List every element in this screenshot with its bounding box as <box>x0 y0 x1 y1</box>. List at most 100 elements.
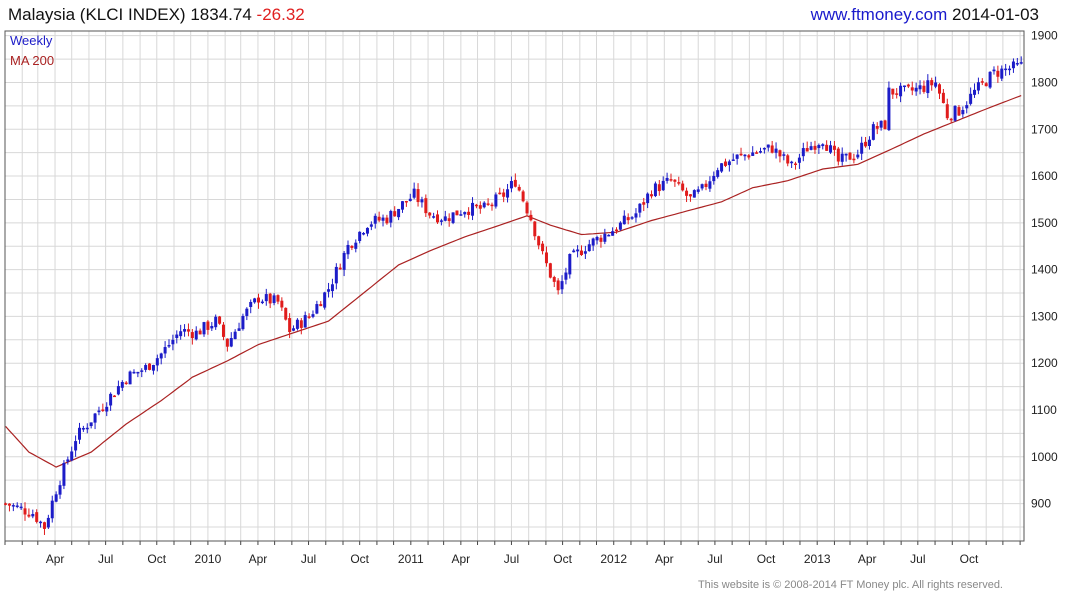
candle-body <box>778 150 782 157</box>
y-tick-label: 1100 <box>1031 403 1057 417</box>
candle-body <box>179 331 183 337</box>
candle-body <box>385 217 389 224</box>
candle-body <box>58 485 62 495</box>
candle-body <box>938 84 942 94</box>
candle-body <box>74 441 78 451</box>
candle-body <box>770 145 774 153</box>
candle-body <box>144 365 148 370</box>
candle-body <box>93 413 97 423</box>
candle-body <box>128 371 132 385</box>
candle-body <box>124 382 128 385</box>
candle-body <box>260 301 264 304</box>
candle-body <box>490 204 494 207</box>
candle-body <box>809 146 813 150</box>
candle-body <box>797 157 801 163</box>
candle-body <box>218 316 222 324</box>
candle-body <box>840 153 844 162</box>
x-tick-label: 2012 <box>600 552 627 566</box>
candle-body <box>397 208 401 218</box>
candle-body <box>934 82 938 87</box>
candle-body <box>85 427 89 430</box>
candle-body <box>190 332 194 339</box>
candle-body <box>723 161 727 166</box>
candle-body <box>821 144 825 147</box>
candle-body <box>245 308 249 316</box>
candle-body <box>704 183 708 187</box>
candle-body <box>521 191 525 202</box>
candle-body <box>517 186 521 191</box>
price-change: -26.32 <box>256 5 305 24</box>
candle-body <box>899 85 903 97</box>
x-tick-label: Jul <box>98 552 113 566</box>
x-tick-label: Apr <box>452 552 471 566</box>
candle-body <box>650 194 654 197</box>
candle-body <box>432 216 436 218</box>
candle-body <box>46 517 50 528</box>
x-tick-label: Oct <box>553 552 572 566</box>
candle-body <box>482 202 486 208</box>
candle-body <box>342 252 346 270</box>
candle-body <box>459 214 463 216</box>
last-price: 1834.74 <box>190 5 252 24</box>
candle-body <box>626 217 630 221</box>
candle-body <box>727 161 731 166</box>
candle-body <box>330 284 334 292</box>
candle-body <box>980 81 984 83</box>
candle-body <box>307 316 311 318</box>
candle-body <box>155 358 159 366</box>
x-tick-label: 2011 <box>398 552 424 566</box>
site-link[interactable]: www.ftmoney.com <box>810 5 948 24</box>
candle-body <box>315 304 319 314</box>
candle-body <box>603 233 607 242</box>
candle-body <box>447 218 451 222</box>
candle-body <box>101 409 105 411</box>
candle-body <box>439 220 443 222</box>
candle-body <box>338 267 342 270</box>
candle-body <box>564 272 568 280</box>
axis-layer: 900 1000 1100 1200 1300 1400 1500 1600 1700 1800 1… <box>4 29 1058 566</box>
candle-body <box>607 234 611 237</box>
y-tick-label: 1700 <box>1031 122 1058 136</box>
candle-body <box>1000 68 1004 79</box>
candle-body <box>887 87 891 131</box>
candle-body <box>556 280 560 291</box>
candle-body <box>708 181 712 189</box>
candle-body <box>229 338 233 347</box>
candle-body <box>961 109 965 115</box>
candle-body <box>288 318 292 333</box>
candle-body <box>832 145 836 150</box>
candle-body <box>362 232 366 235</box>
candle-body <box>436 214 440 223</box>
candle-body <box>805 148 809 152</box>
candle-body <box>692 190 696 198</box>
candle-body <box>653 183 657 197</box>
candle-body <box>358 231 362 242</box>
candle-body <box>506 189 510 198</box>
candle-body <box>264 294 268 302</box>
candle-body <box>237 328 241 331</box>
candle-body <box>354 242 358 249</box>
x-tick-label: Apr <box>46 552 65 566</box>
candle-body <box>700 184 704 189</box>
candle-body <box>926 80 930 94</box>
candle-body <box>474 204 478 207</box>
candle-body <box>39 521 43 524</box>
x-tick-label: Apr <box>858 552 877 566</box>
candle-body <box>62 462 66 486</box>
candle-body <box>268 293 272 304</box>
candle-body <box>1008 68 1012 71</box>
candle-body <box>685 190 689 196</box>
candle-body <box>829 145 833 153</box>
candle-body <box>544 252 548 264</box>
chart-header: Malaysia (KLCI INDEX) 1834.74 -26.32 www… <box>0 0 1075 30</box>
candle-body <box>891 88 895 95</box>
x-tick-label: Jul <box>910 552 925 566</box>
candle-body <box>794 163 798 166</box>
candle-body <box>871 124 875 140</box>
candle-body <box>599 237 603 242</box>
candle-body <box>163 347 167 354</box>
candle-body <box>175 334 179 339</box>
candle-body <box>910 87 914 91</box>
x-tick-label: Jul <box>301 552 316 566</box>
